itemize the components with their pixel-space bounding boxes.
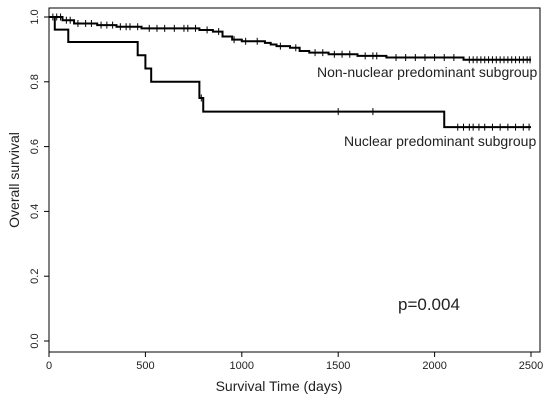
- x-axis-title: Survival Time (days): [216, 378, 343, 394]
- x-tick-label: 1000: [230, 360, 254, 372]
- y-axis: 0.0 0.2 0.4 0.6 0.8 1.0: [29, 9, 49, 349]
- series-layer: [49, 13, 531, 131]
- y-tick-label: 0.4: [29, 204, 41, 219]
- y-tick-label: 1.0: [29, 9, 41, 24]
- y-axis-title: Overall survival: [6, 132, 22, 228]
- plot-frame: [48, 7, 541, 353]
- plot-border: [48, 7, 541, 353]
- x-tick-label: 500: [136, 360, 154, 372]
- series-line-0: [49, 16, 531, 61]
- x-tick-label: 0: [46, 360, 52, 372]
- y-tick-label: 0.0: [29, 333, 41, 348]
- x-tick-label: 1500: [326, 360, 350, 372]
- series-label-non-nuclear: Non-nuclear predominant subgroup: [317, 64, 537, 80]
- p-value-annotation: p=0.004: [398, 295, 460, 314]
- series-line-1: [49, 16, 531, 129]
- y-tick-label: 0.8: [29, 74, 41, 89]
- y-tick-label: 0.2: [29, 269, 41, 284]
- series-label-nuclear: Nuclear predominant subgroup: [344, 133, 536, 149]
- x-axis: 0 500 1000 1500 2000 2500: [46, 352, 543, 372]
- x-tick-label: 2000: [422, 360, 446, 372]
- x-tick-label: 2500: [519, 360, 543, 372]
- y-tick-label: 0.6: [29, 139, 41, 154]
